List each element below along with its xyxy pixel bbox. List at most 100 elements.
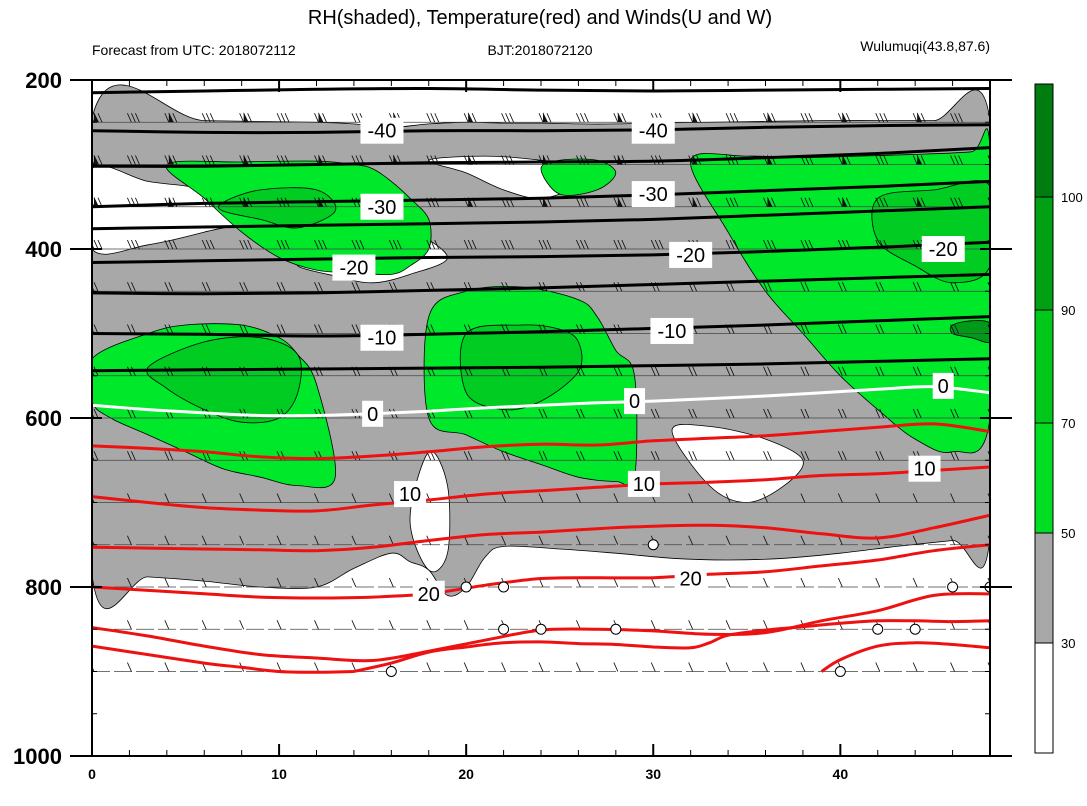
wind-barb (201, 324, 211, 334)
isotherm-label-text: -10 (658, 321, 687, 343)
wind-barb (388, 577, 394, 588)
wind-barb (92, 451, 99, 461)
wind-barb (351, 324, 361, 334)
isotherm-label-text: -20 (929, 239, 958, 261)
isotherm-warm (353, 619, 990, 673)
wind-barb (688, 620, 694, 630)
wind-barb (650, 451, 660, 461)
wind-barb (725, 451, 735, 461)
wind-barb (426, 662, 432, 672)
colorbar-box (1034, 196, 1054, 311)
plot-area (92, 80, 990, 756)
isotherm-label-box (362, 400, 384, 427)
wind-barb (314, 620, 319, 630)
wind-barb (201, 620, 207, 630)
wind-barb (725, 535, 731, 545)
isotherm-label: 10 (627, 470, 660, 497)
wind-barb (201, 493, 207, 503)
isotherm-cold (92, 240, 990, 264)
wind-barb (576, 408, 585, 419)
isotherm-labels-layer: -40 -40 -30 -30 -20 -20 -20 -10 -10 0 0 0 10 10 10 20 20 (332, 117, 965, 607)
isotherm-label-text: -20 (676, 245, 705, 267)
wind-barb (314, 324, 323, 334)
wind-barb (950, 493, 955, 503)
wind-barb (725, 113, 739, 123)
wind-barb (763, 451, 772, 461)
wind-barb (426, 620, 432, 630)
isotherm-label: -10 (360, 324, 404, 351)
wind-barb (501, 451, 510, 461)
wind-barb (164, 662, 170, 672)
wind-barb (463, 112, 477, 123)
wind-barb (463, 451, 473, 461)
wind-barb (201, 282, 211, 292)
wind-barb (912, 154, 926, 165)
isotherm-label: -30 (631, 181, 675, 208)
isotherm-cold (92, 357, 990, 373)
wind-barb (987, 113, 990, 119)
calm-wind-marker (498, 581, 510, 593)
wind-barb (276, 155, 290, 165)
isotherm-label-box (921, 236, 965, 262)
wind-barb (276, 239, 290, 250)
wind-barb (875, 324, 885, 334)
isotherm-label-text: 10 (399, 484, 421, 506)
wind-barb (650, 620, 656, 630)
wind-barb (576, 493, 581, 503)
wind-barb (837, 408, 847, 419)
wind-barb (613, 408, 623, 419)
wind-barb (613, 451, 623, 461)
wind-barb (314, 493, 319, 503)
wind-barb (501, 662, 506, 672)
wind-barb (875, 493, 881, 503)
isotherm-label: 20 (412, 580, 445, 607)
isotherm-cold (92, 123, 990, 135)
wind-barb (725, 197, 739, 207)
wind-barb (688, 493, 694, 503)
wind-barb (987, 408, 990, 415)
isotherm-zero (92, 385, 990, 418)
isotherm-cold (92, 146, 990, 168)
isotherm-label: 20 (674, 565, 707, 592)
isotherm-warm (92, 543, 990, 600)
colorbar-box (1034, 422, 1054, 534)
isotherm-label-box (394, 481, 427, 508)
wind-barb (576, 113, 589, 123)
isotherm-label-box (631, 117, 675, 144)
wind-barb (950, 197, 963, 207)
wind-barb (837, 196, 851, 207)
x-tick-label: 40 (833, 766, 849, 782)
wind-barb (987, 577, 990, 584)
wind-barb (127, 239, 140, 250)
wind-barb (501, 113, 514, 123)
wind-barb (314, 112, 327, 123)
isotherm-warm (92, 465, 990, 513)
wind-barb (388, 239, 402, 250)
header-bjt-time: BJT:2018072120 (487, 42, 592, 58)
isotherm-label: 0 (932, 372, 954, 399)
wind-barb (950, 113, 963, 123)
wind-barbs-layer (92, 112, 990, 672)
wind-barb (763, 493, 768, 503)
header-station: Wulumuqi(43.8,87.6) (860, 38, 990, 54)
wind-barb (239, 620, 245, 630)
isotherm-label-box (332, 254, 376, 281)
wind-barb (987, 662, 990, 669)
wind-barb (276, 620, 282, 630)
wind-barb (875, 577, 881, 588)
calm-wind-marker (947, 581, 959, 593)
isotherm-label: 0 (624, 388, 646, 415)
wind-barb (576, 662, 581, 672)
wind-barb (127, 155, 140, 165)
isotherm-label: 10 (394, 481, 427, 508)
wind-barb (239, 324, 249, 334)
wind-barb (800, 324, 810, 334)
wind-barb (276, 535, 282, 545)
wind-barb (725, 408, 735, 419)
isotherm-warm (92, 422, 990, 461)
wind-barb (201, 577, 207, 588)
calm-wind-marker (498, 623, 510, 635)
wind-barb (239, 577, 245, 588)
y-tick-label: 1000 (13, 744, 62, 769)
wind-barb (763, 535, 768, 545)
